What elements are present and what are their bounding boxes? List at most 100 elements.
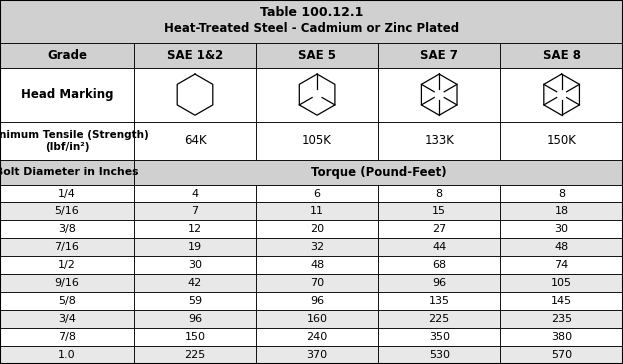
Text: 3/4: 3/4 (58, 314, 76, 324)
Bar (500, 68, 623, 122)
Bar (134, 346, 256, 364)
Text: 150K: 150K (547, 134, 576, 147)
Bar (256, 122, 378, 160)
Text: 150: 150 (184, 332, 206, 342)
Text: 3/8: 3/8 (58, 225, 76, 234)
Text: 105K: 105K (302, 134, 332, 147)
Bar (256, 274, 378, 292)
Bar (0, 221, 134, 238)
Bar (0, 202, 134, 221)
Bar (256, 346, 378, 364)
Text: 96: 96 (188, 314, 202, 324)
Bar (0, 274, 134, 292)
Text: (lbf/in²): (lbf/in²) (45, 142, 89, 151)
Text: SAE 5: SAE 5 (298, 49, 336, 62)
Bar (134, 122, 256, 160)
Bar (0, 328, 134, 346)
Text: 64K: 64K (184, 134, 206, 147)
Bar (134, 292, 256, 310)
Text: SAE 7: SAE 7 (421, 49, 458, 62)
Bar (500, 328, 623, 346)
Bar (0, 68, 134, 122)
Text: 570: 570 (551, 350, 572, 360)
Bar (134, 310, 256, 328)
Text: Table 100.12.1: Table 100.12.1 (260, 6, 363, 19)
Text: Torque (Pound-Feet): Torque (Pound-Feet) (311, 166, 446, 179)
Bar (500, 292, 623, 310)
Text: 12: 12 (188, 225, 202, 234)
Text: 8: 8 (558, 189, 565, 198)
Text: 4: 4 (191, 189, 199, 198)
Text: 105: 105 (551, 278, 572, 288)
Bar (378, 122, 500, 160)
Text: 70: 70 (310, 278, 324, 288)
Text: 160: 160 (307, 314, 328, 324)
Bar (134, 256, 256, 274)
Bar (0, 160, 134, 185)
Bar (500, 274, 623, 292)
Text: 5/16: 5/16 (55, 206, 79, 217)
Bar (378, 238, 500, 256)
Text: 7/16: 7/16 (55, 242, 79, 252)
Bar (0, 122, 134, 160)
Bar (378, 221, 500, 238)
Bar (500, 221, 623, 238)
Text: 11: 11 (310, 206, 324, 217)
Text: 7/8: 7/8 (58, 332, 76, 342)
Bar (0, 292, 134, 310)
Text: 350: 350 (429, 332, 450, 342)
Bar (500, 185, 623, 202)
Text: 32: 32 (310, 242, 324, 252)
Bar (500, 310, 623, 328)
Bar (134, 43, 256, 68)
Text: 42: 42 (188, 278, 202, 288)
Text: 96: 96 (432, 278, 446, 288)
Bar (134, 185, 256, 202)
Text: 225: 225 (429, 314, 450, 324)
Bar (0, 256, 134, 274)
Bar (0, 43, 134, 68)
Text: 235: 235 (551, 314, 572, 324)
Text: 30: 30 (554, 225, 569, 234)
Text: Minimum Tensile (Strength): Minimum Tensile (Strength) (0, 130, 149, 140)
Bar (0, 185, 134, 202)
Bar (134, 221, 256, 238)
Bar (0, 0, 623, 43)
Text: 44: 44 (432, 242, 446, 252)
Text: 96: 96 (310, 296, 324, 306)
Text: 1/2: 1/2 (58, 260, 76, 270)
Text: 370: 370 (307, 350, 328, 360)
Text: 530: 530 (429, 350, 450, 360)
Bar (500, 122, 623, 160)
Text: Head Marking: Head Marking (21, 88, 113, 101)
Text: Bolt Diameter in Inches: Bolt Diameter in Inches (0, 167, 139, 177)
Bar (256, 43, 378, 68)
Bar (378, 202, 500, 221)
Text: Heat-Treated Steel - Cadmium or Zinc Plated: Heat-Treated Steel - Cadmium or Zinc Pla… (164, 22, 459, 35)
Bar (256, 238, 378, 256)
Bar (134, 68, 256, 122)
Text: 68: 68 (432, 260, 446, 270)
Bar (134, 160, 623, 185)
Text: 30: 30 (188, 260, 202, 270)
Bar (134, 274, 256, 292)
Bar (378, 346, 500, 364)
Bar (256, 328, 378, 346)
Bar (378, 43, 500, 68)
Bar (500, 238, 623, 256)
Bar (378, 328, 500, 346)
Bar (256, 68, 378, 122)
Text: SAE 1&2: SAE 1&2 (167, 49, 223, 62)
Text: 48: 48 (554, 242, 569, 252)
Bar (134, 328, 256, 346)
Bar (500, 202, 623, 221)
Text: 18: 18 (554, 206, 569, 217)
Bar (500, 346, 623, 364)
Bar (256, 310, 378, 328)
Bar (256, 256, 378, 274)
Bar (500, 43, 623, 68)
Text: 135: 135 (429, 296, 450, 306)
Text: 145: 145 (551, 296, 572, 306)
Text: 48: 48 (310, 260, 324, 270)
Bar (134, 202, 256, 221)
